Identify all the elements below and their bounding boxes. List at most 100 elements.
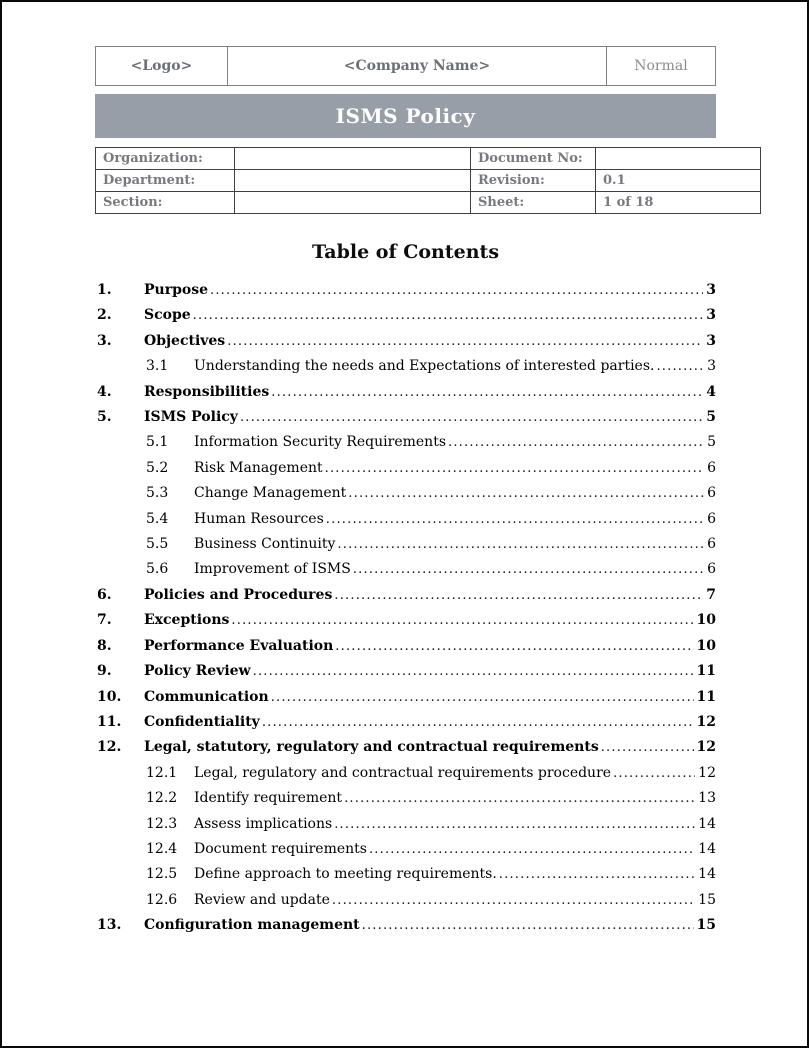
toc-entry-number: 5. (97, 409, 112, 426)
dot-leader (332, 888, 695, 913)
toc-entry[interactable]: 12.2 Identify requirement 13 (95, 786, 716, 811)
dot-leader (335, 634, 693, 659)
toc-entry-page-number: 4 (706, 383, 716, 400)
doc-classification-cell[interactable]: Normal (606, 46, 716, 86)
toc-entry-title: Legal, statutory, regulatory and contrac… (144, 739, 599, 756)
toc-entry[interactable]: 5.1 Information Security Requirements 5 (95, 430, 716, 455)
toc-entry[interactable]: 3. Objectives 3 (95, 329, 716, 354)
toc-entry[interactable]: 12.6 Review and update 15 (95, 888, 716, 913)
toc-entry-title: Risk Management (194, 459, 323, 476)
toc-entry-title: Responsibilities (144, 383, 270, 400)
toc-entry-page-number: 12 (698, 764, 716, 781)
toc-entry-number: 5.3 (146, 485, 169, 502)
document-title: ISMS Policy (335, 104, 476, 128)
dot-leader (271, 380, 703, 405)
toc-entry-title: Policies and Procedures (144, 586, 333, 603)
toc-entry[interactable]: 10. Communication 11 (95, 685, 716, 710)
toc-entry-number: 12.2 (146, 790, 178, 807)
toc-entry-page-number: 12 (696, 739, 716, 756)
toc-entry[interactable]: 12.1 Legal, regulatory and contractual r… (95, 761, 716, 786)
company-name-placeholder-cell[interactable]: <Company Name> (227, 46, 607, 86)
revision-value: 0.1 (595, 169, 761, 192)
toc-entry-number: 6. (97, 586, 112, 603)
toc-entry-number: 5.1 (146, 434, 169, 451)
organization-value-field[interactable] (234, 147, 471, 170)
toc-entry-title: Scope (144, 307, 191, 324)
document-no-value-field[interactable] (595, 147, 761, 170)
toc-entry-number: 3.1 (146, 358, 169, 375)
toc-entry[interactable]: 2. Scope 3 (95, 303, 716, 328)
toc-entry[interactable]: 6. Policies and Procedures 7 (95, 583, 716, 608)
toc-entry[interactable]: 5. ISMS Policy 5 (95, 405, 716, 430)
toc-entry[interactable]: 5.4 Human Resources 6 (95, 507, 716, 532)
toc-entry-page-number: 10 (696, 612, 716, 629)
toc-entry[interactable]: 9. Policy Review 11 (95, 659, 716, 684)
toc-entry[interactable]: 5.5 Business Continuity 6 (95, 532, 716, 557)
department-label: Department: (95, 169, 235, 192)
toc-entry-title: Communication (144, 688, 269, 705)
toc-entry[interactable]: 5.2 Risk Management 6 (95, 456, 716, 481)
toc-entry[interactable]: 4. Responsibilities 4 (95, 380, 716, 405)
dot-leader (231, 608, 693, 633)
dot-leader (325, 456, 704, 481)
toc-entry-page-number: 3 (706, 332, 716, 349)
toc-entry-title: Information Security Requirements (194, 434, 447, 451)
toc-entry-number: 11. (97, 713, 122, 730)
toc-entry-page-number: 6 (707, 561, 716, 578)
toc-entry-page-number: 15 (698, 891, 716, 908)
page-content: <Logo> <Company Name> Normal ISMS Policy… (2, 2, 807, 939)
toc-entry-page-number: 7 (706, 586, 716, 603)
section-value-field[interactable] (234, 191, 471, 214)
toc-entry-page-number: 6 (707, 510, 716, 527)
toc-entry-title: ISMS Policy (144, 409, 238, 426)
dot-leader (334, 583, 703, 608)
toc-entry-page-number: 6 (707, 536, 716, 553)
toc-entry-title: Exceptions (144, 612, 230, 629)
dot-leader (601, 735, 694, 760)
revision-label: Revision: (470, 169, 596, 192)
toc-entry-title: Confidentiality (144, 713, 260, 730)
toc-entry-title: Purpose (144, 282, 208, 298)
toc-entry[interactable]: 8. Performance Evaluation 10 (95, 634, 716, 659)
toc-entry[interactable]: 11. Confidentiality 12 (95, 710, 716, 735)
dot-leader (362, 913, 694, 938)
toc-entry[interactable]: 12.4 Document requirements 14 (95, 837, 716, 862)
toc-entry[interactable]: 1. Purpose 3 (95, 278, 716, 303)
toc-entry[interactable]: 5.3 Change Management 6 (95, 481, 716, 506)
toc-entry-title: Legal, regulatory and contractual requir… (194, 764, 612, 781)
document-no-label: Document No: (470, 147, 596, 170)
toc-entry-number: 5.4 (146, 510, 169, 527)
toc-entry[interactable]: 5.6 Improvement of ISMS 6 (95, 557, 716, 582)
toc-entry-page-number: 6 (707, 485, 716, 502)
dot-leader (348, 481, 704, 506)
toc-entry-title: Improvement of ISMS (194, 561, 351, 578)
toc-entry-title: Assess implications (194, 815, 333, 832)
toc-entry-page-number: 14 (698, 840, 716, 857)
toc-entry-title: Change Management (194, 485, 347, 502)
toc-entry-page-number: 10 (696, 637, 716, 654)
toc-entry[interactable]: 12. Legal, statutory, regulatory and con… (95, 735, 716, 760)
dot-leader (240, 405, 703, 430)
toc-entry[interactable]: 13. Configuration management 15 (95, 913, 716, 938)
toc-entry[interactable]: 12.5 Define approach to meeting requirem… (95, 862, 716, 887)
toc-entry-number: 9. (97, 663, 112, 680)
dot-leader (326, 507, 704, 532)
toc-entry-title: Review and update (194, 891, 330, 908)
toc-entry-number: 12.4 (146, 840, 178, 857)
toc-entry[interactable]: 12.3 Assess implications 14 (95, 812, 716, 837)
toc-entry-number: 2. (97, 307, 112, 324)
toc-entry-title: Define approach to meeting requirements. (194, 866, 497, 883)
logo-placeholder-cell[interactable]: <Logo> (95, 46, 228, 86)
toc-heading: Table of Contents (311, 241, 500, 263)
department-value-field[interactable] (234, 169, 471, 192)
toc-entry-page-number: 14 (698, 815, 716, 832)
toc-entry[interactable]: 7. Exceptions 10 (95, 608, 716, 633)
dot-leader (656, 354, 704, 379)
toc-entry-page-number: 13 (698, 790, 716, 807)
toc-entry-number: 12. (97, 739, 122, 756)
dot-leader (271, 685, 694, 710)
toc-entry[interactable]: 3.1 Understanding the needs and Expectat… (95, 354, 716, 379)
toc-entry-title: Objectives (144, 332, 226, 349)
toc-entry-number: 12.1 (146, 764, 178, 781)
